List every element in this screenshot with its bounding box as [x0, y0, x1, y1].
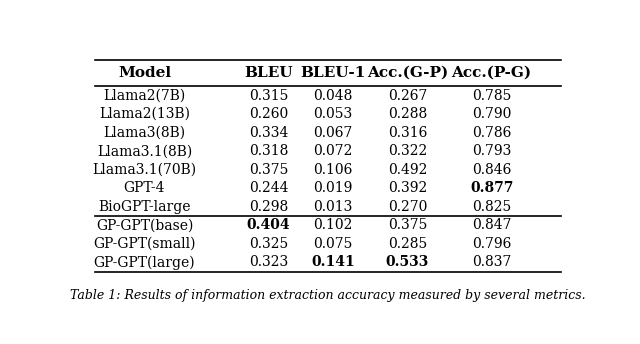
Text: 0.260: 0.260: [249, 107, 288, 121]
Text: Acc.(P-G): Acc.(P-G): [452, 66, 532, 80]
Text: 0.102: 0.102: [313, 218, 353, 232]
Text: BLEU: BLEU: [244, 66, 292, 80]
Text: 0.285: 0.285: [388, 237, 427, 251]
Text: 0.106: 0.106: [313, 163, 353, 177]
Text: 0.267: 0.267: [388, 89, 427, 103]
Text: 0.072: 0.072: [313, 144, 353, 158]
Text: 0.075: 0.075: [313, 237, 353, 251]
Text: GP-GPT(large): GP-GPT(large): [93, 255, 195, 270]
Text: 0.837: 0.837: [472, 256, 511, 269]
Text: 0.067: 0.067: [313, 126, 353, 140]
Text: GPT-4: GPT-4: [124, 181, 165, 195]
Text: BioGPT-large: BioGPT-large: [98, 200, 191, 214]
Text: 0.298: 0.298: [249, 200, 288, 214]
Text: 0.322: 0.322: [388, 144, 427, 158]
Text: GP-GPT(small): GP-GPT(small): [93, 237, 196, 251]
Text: 0.316: 0.316: [388, 126, 427, 140]
Text: 0.244: 0.244: [249, 181, 288, 195]
Text: 0.141: 0.141: [311, 256, 355, 269]
Text: 0.796: 0.796: [472, 237, 511, 251]
Text: Acc.(G-P): Acc.(G-P): [367, 66, 448, 80]
Text: 0.404: 0.404: [246, 218, 291, 232]
Text: 0.048: 0.048: [313, 89, 353, 103]
Text: BLEU-1: BLEU-1: [300, 66, 365, 80]
Text: Llama2(7B): Llama2(7B): [103, 89, 186, 103]
Text: Llama3(8B): Llama3(8B): [104, 126, 186, 140]
Text: GP-GPT(base): GP-GPT(base): [96, 218, 193, 232]
Text: Table 1: Results of information extraction accuracy measured by several metrics.: Table 1: Results of information extracti…: [70, 289, 586, 302]
Text: 0.533: 0.533: [386, 256, 429, 269]
Text: 0.846: 0.846: [472, 163, 511, 177]
Text: 0.334: 0.334: [249, 126, 288, 140]
Text: 0.793: 0.793: [472, 144, 511, 158]
Text: 0.288: 0.288: [388, 107, 427, 121]
Text: Llama3.1(70B): Llama3.1(70B): [92, 163, 196, 177]
Text: 0.786: 0.786: [472, 126, 511, 140]
Text: 0.785: 0.785: [472, 89, 511, 103]
Text: Llama2(13B): Llama2(13B): [99, 107, 190, 121]
Text: Llama3.1(8B): Llama3.1(8B): [97, 144, 192, 158]
Text: 0.325: 0.325: [249, 237, 288, 251]
Text: 0.323: 0.323: [249, 256, 288, 269]
Text: 0.392: 0.392: [388, 181, 427, 195]
Text: Model: Model: [118, 66, 171, 80]
Text: 0.877: 0.877: [470, 181, 513, 195]
Text: 0.019: 0.019: [313, 181, 353, 195]
Text: 0.492: 0.492: [388, 163, 427, 177]
Text: 0.315: 0.315: [249, 89, 288, 103]
Text: 0.825: 0.825: [472, 200, 511, 214]
Text: 0.790: 0.790: [472, 107, 511, 121]
Text: 0.847: 0.847: [472, 218, 511, 232]
Text: 0.375: 0.375: [249, 163, 288, 177]
Text: 0.375: 0.375: [388, 218, 427, 232]
Text: 0.013: 0.013: [313, 200, 353, 214]
Text: 0.270: 0.270: [388, 200, 427, 214]
Text: 0.053: 0.053: [314, 107, 353, 121]
Text: 0.318: 0.318: [249, 144, 288, 158]
